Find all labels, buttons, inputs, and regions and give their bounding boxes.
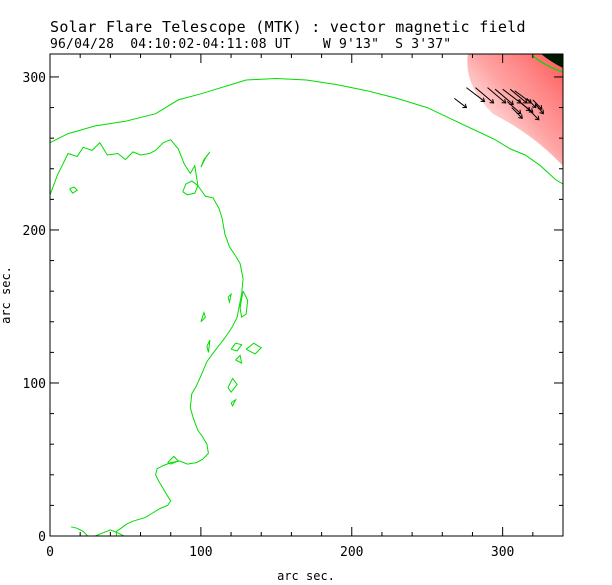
field-vector-shaft xyxy=(475,87,494,104)
x-tick-label: 300 xyxy=(491,545,514,560)
x-tick-label: 100 xyxy=(189,545,212,560)
y-tick-label: 200 xyxy=(23,224,46,239)
contour-line xyxy=(227,292,232,304)
contour-line xyxy=(200,310,206,323)
field-vector xyxy=(526,98,537,109)
contour-line xyxy=(245,342,262,355)
contour-line xyxy=(235,354,243,365)
field-vector xyxy=(520,102,534,113)
field-vector-head xyxy=(462,103,468,109)
contour-line xyxy=(167,455,180,465)
field-vector-head xyxy=(489,98,495,104)
x-tick-label: 0 xyxy=(46,545,54,560)
contour-line xyxy=(227,377,238,394)
field-vector-shaft xyxy=(514,90,532,104)
plot-frame xyxy=(49,53,564,537)
field-vector-shaft xyxy=(511,107,523,119)
field-vector xyxy=(466,87,486,102)
field-vector-shaft xyxy=(509,88,528,104)
field-vector-shaft xyxy=(535,104,544,114)
x-tick-label: 200 xyxy=(340,545,363,560)
field-vector-shaft xyxy=(529,110,540,121)
y-tick-label: 0 xyxy=(38,530,46,545)
field-vector-head xyxy=(534,115,540,121)
field-vector xyxy=(511,107,523,119)
field-vector xyxy=(509,88,528,104)
chart-subtitle: 96/04/28 04:10:02-04:11:08 UT W 9'13" S … xyxy=(50,37,452,52)
field-vector-head xyxy=(528,108,534,113)
field-vector-shaft xyxy=(526,98,537,108)
chart-title: Solar Flare Telescope (MTK) : vector mag… xyxy=(50,18,526,36)
contour-line xyxy=(95,529,125,536)
y-tick-label: 100 xyxy=(23,377,46,392)
contour-line xyxy=(182,180,199,196)
field-region-edge xyxy=(532,55,563,73)
field-vector-shaft xyxy=(502,88,522,104)
field-vector xyxy=(535,104,544,115)
field-region-dark-corner xyxy=(541,54,563,68)
contour-line xyxy=(230,398,237,408)
field-vector-shaft xyxy=(466,87,485,102)
field-vector xyxy=(475,87,495,104)
contour-line xyxy=(239,290,249,319)
field-vector-shaft xyxy=(506,101,522,115)
contour-line xyxy=(70,526,89,536)
field-vector-head xyxy=(531,103,537,109)
contour-line xyxy=(206,339,211,353)
contour-line xyxy=(50,77,563,185)
field-vector xyxy=(487,87,507,104)
field-vector-head xyxy=(539,109,544,115)
field-vector-head xyxy=(501,98,507,104)
field-vector-shaft xyxy=(487,87,506,104)
contour-line xyxy=(69,186,78,194)
field-vector-shaft xyxy=(532,99,543,110)
field-vector-shaft xyxy=(520,102,534,113)
field-vector xyxy=(529,110,540,121)
field-vector-shaft xyxy=(494,88,514,105)
y-tick-label: 300 xyxy=(23,71,46,86)
contour-line xyxy=(230,342,243,352)
y-axis-label: arc sec. xyxy=(0,266,13,324)
contour-line xyxy=(200,151,211,168)
field-vector-shaft xyxy=(454,97,467,108)
x-axis-label: arc sec. xyxy=(277,569,335,583)
field-region xyxy=(467,54,563,166)
field-vector-head xyxy=(522,98,528,104)
contour-line xyxy=(50,139,244,536)
field-vector-head xyxy=(518,114,523,119)
field-vector-head xyxy=(480,97,486,102)
field-vector xyxy=(454,97,468,109)
